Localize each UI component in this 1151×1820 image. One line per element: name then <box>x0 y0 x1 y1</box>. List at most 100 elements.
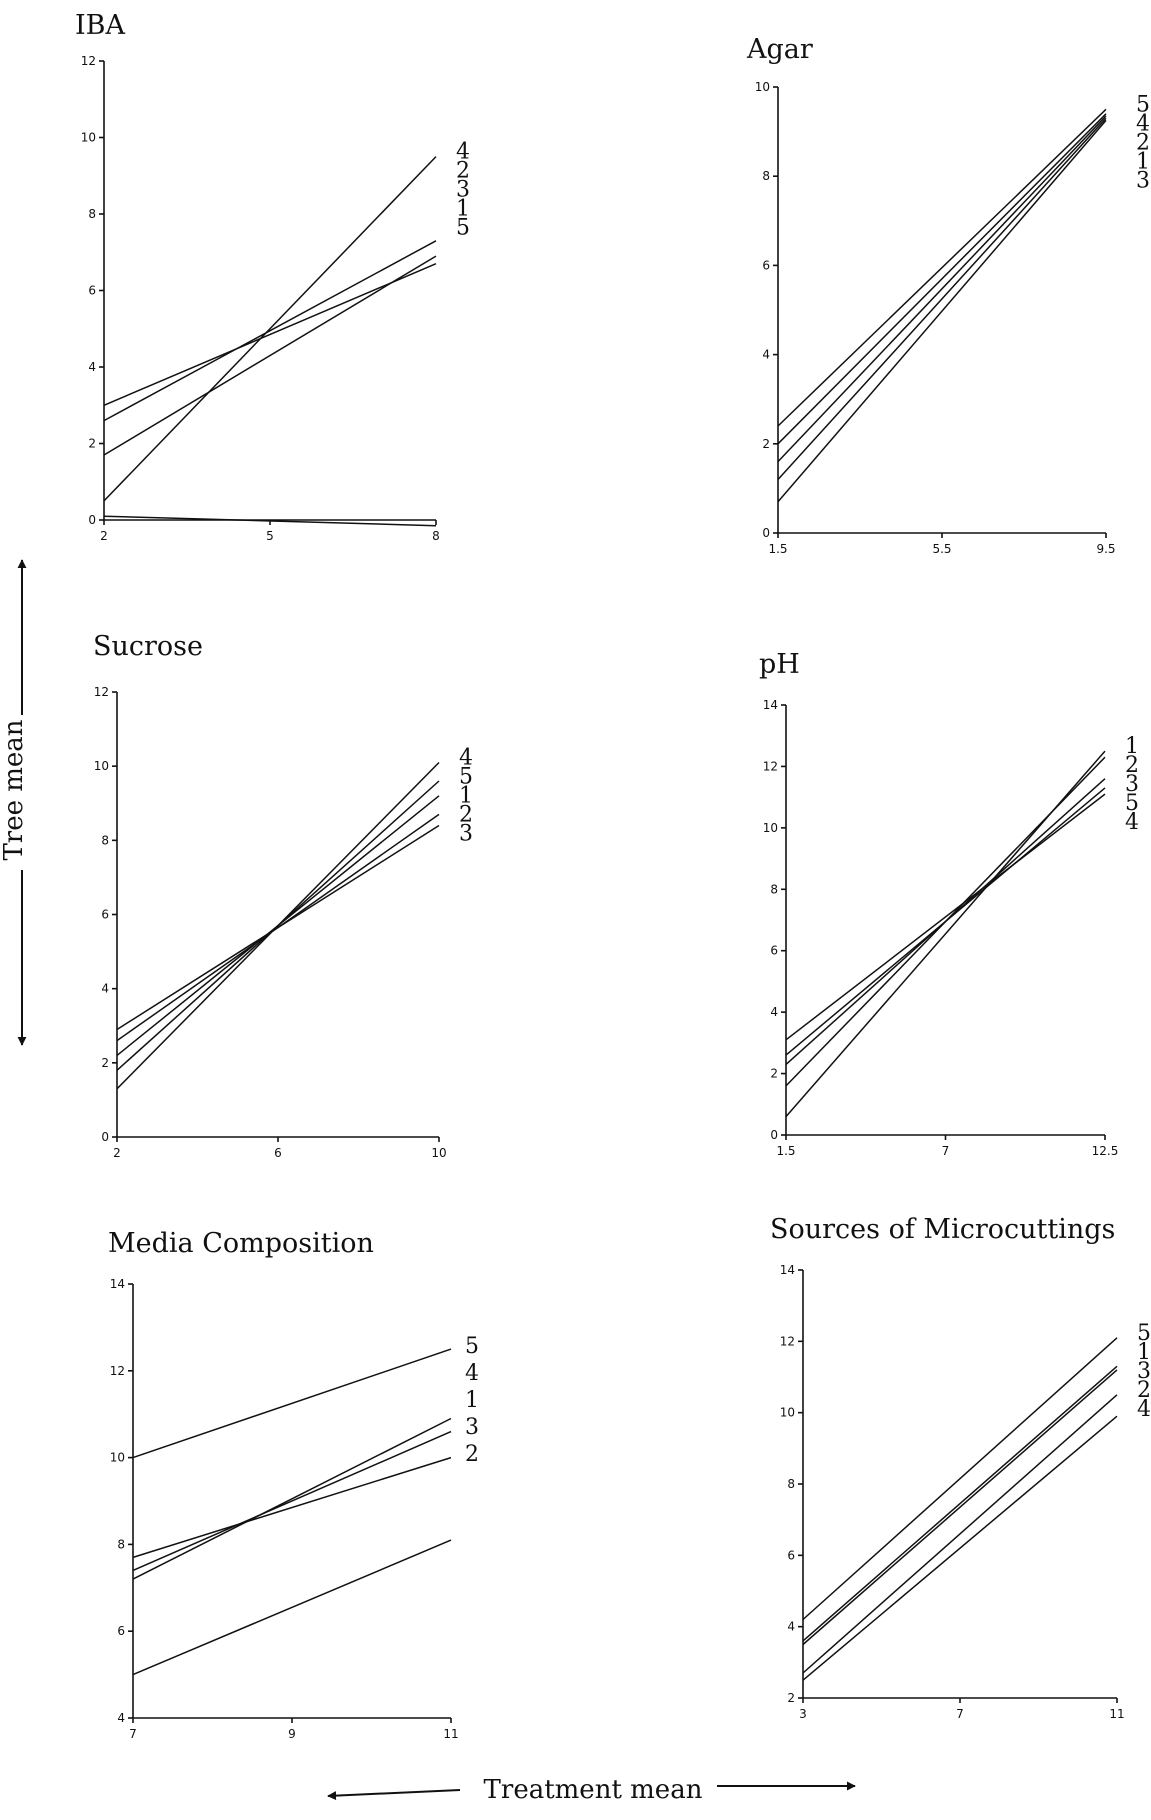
series-line <box>785 793 1106 1041</box>
series-line <box>777 117 1107 481</box>
series-line <box>777 119 1107 503</box>
y-tick-label: 8 <box>762 169 770 183</box>
y-tick-label: 4 <box>101 982 109 996</box>
y-tick-label: 10 <box>94 759 109 773</box>
y-tick-label: 8 <box>117 1537 125 1551</box>
line-number-label: 1 <box>1137 1340 1151 1365</box>
series-line <box>103 263 437 406</box>
line-number-label: 2 <box>456 159 470 184</box>
series-line <box>132 1539 452 1676</box>
x-tick-label: 3 <box>799 1707 807 1721</box>
x-tick-label: 7 <box>942 1144 950 1158</box>
y-tick-label: 8 <box>787 1477 795 1491</box>
series-line <box>777 113 1107 445</box>
line-number-label: 4 <box>456 140 470 165</box>
y-tick-label: 6 <box>101 908 109 922</box>
y-tick-label: 6 <box>762 258 770 272</box>
line-number-label: 1 <box>1125 734 1139 759</box>
y-tick-label: 8 <box>88 207 96 221</box>
x-tick-label: 1.5 <box>776 1144 795 1158</box>
line-number-label: 3 <box>1137 1359 1151 1384</box>
series-line <box>785 787 1106 1056</box>
x-axis-annotation: Treatment mean <box>327 1775 856 1805</box>
x-tick-label: 1.5 <box>768 542 787 556</box>
chart-title: Sources of Microcuttings <box>770 1214 1115 1245</box>
y-tick-label: 8 <box>101 833 109 847</box>
chart-title: Sucrose <box>93 631 203 662</box>
line-number-label: 4 <box>1136 111 1150 136</box>
y-tick-label: 14 <box>110 1277 125 1291</box>
y-tick-label: 2 <box>101 1056 109 1070</box>
x-tick-label: 8 <box>432 529 440 543</box>
chart-title: IBA <box>75 10 126 41</box>
line-number-label: 1 <box>465 1388 479 1413</box>
y-tick-label: 6 <box>88 284 96 298</box>
y-tick-label: 0 <box>770 1128 778 1142</box>
y-tick-label: 10 <box>755 80 770 94</box>
y-tick-label: 12 <box>780 1334 795 1348</box>
series-line <box>802 1415 1118 1681</box>
y-tick-label: 4 <box>88 360 96 374</box>
y-tick-label: 10 <box>81 131 96 145</box>
line-number-label: 1 <box>1136 149 1150 174</box>
x-tick-label: 11 <box>443 1727 458 1741</box>
y-tick-label: 2 <box>88 437 96 451</box>
line-number-label: 4 <box>1137 1397 1151 1422</box>
x-tick-label: 10 <box>431 1146 446 1160</box>
line-number-label: 5 <box>456 216 470 241</box>
line-number-label: 5 <box>1137 1321 1151 1346</box>
x-tick-label: 6 <box>274 1146 282 1160</box>
y-tick-label: 2 <box>787 1691 795 1705</box>
line-number-label: 3 <box>1125 772 1139 797</box>
x-tick-label: 5 <box>266 529 274 543</box>
series-line <box>802 1394 1118 1674</box>
y-tick-label: 2 <box>762 437 770 451</box>
line-number-label: 2 <box>465 1442 479 1467</box>
series-line <box>132 1348 452 1459</box>
y-tick-label: 12 <box>763 759 778 773</box>
left-arrow-icon <box>327 1789 461 1801</box>
series-line <box>132 1417 452 1580</box>
series-line <box>802 1369 1118 1646</box>
line-number-label: 3 <box>456 178 470 203</box>
x-tick-label: 2 <box>113 1146 121 1160</box>
line-number-label: 2 <box>1125 753 1139 778</box>
y-tick-label: 4 <box>770 1005 778 1019</box>
line-number-label: 4 <box>1125 810 1139 835</box>
x-tick-label: 5.5 <box>932 542 951 556</box>
y-tick-label: 2 <box>770 1067 778 1081</box>
y-tick-label: 10 <box>763 821 778 835</box>
y-tick-label: 6 <box>787 1548 795 1562</box>
x-tick-label: 11 <box>1109 1707 1124 1721</box>
x-tick-label: 12.5 <box>1092 1144 1119 1158</box>
y-tick-label: 10 <box>110 1451 125 1465</box>
y-axis-label: Tree mean <box>0 719 29 860</box>
x-axis-label: Treatment mean <box>484 1775 703 1805</box>
line-number-label: 2 <box>1137 1378 1151 1403</box>
y-tick-label: 0 <box>101 1130 109 1144</box>
series-line <box>116 795 440 1056</box>
x-tick-label: 7 <box>129 1727 137 1741</box>
chart-title: Agar <box>746 34 813 65</box>
line-number-label: 1 <box>456 197 470 222</box>
y-axis-annotation: Tree mean <box>0 559 29 1046</box>
series-line <box>116 824 440 1031</box>
y-tick-label: 0 <box>762 526 770 540</box>
x-tick-label: 9.5 <box>1096 542 1115 556</box>
series-line <box>802 1365 1118 1642</box>
x-tick-label: 7 <box>956 1707 964 1721</box>
x-tick-label: 2 <box>100 529 108 543</box>
y-tick-label: 10 <box>780 1406 795 1420</box>
series-line <box>802 1337 1118 1621</box>
x-tick-label: 9 <box>288 1727 296 1741</box>
line-number-label: 3 <box>459 821 473 846</box>
series-line <box>132 1430 452 1572</box>
y-tick-label: 14 <box>763 698 778 712</box>
y-tick-label: 12 <box>110 1364 125 1378</box>
line-number-label: 5 <box>1136 92 1150 117</box>
